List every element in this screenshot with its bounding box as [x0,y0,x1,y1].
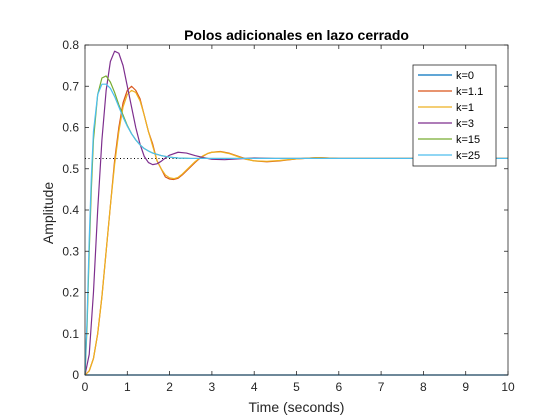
y-tick-label: 0 [72,368,79,382]
y-tick-label: 0.6 [62,121,79,135]
legend-entry-label: k=3 [456,118,474,130]
x-tick-label: 0 [82,380,89,394]
y-axis-ticks: 0 0.1 0.2 0.3 0.4 0.5 0.6 0.7 0.8 [62,38,508,382]
legend-box [412,64,497,167]
y-tick-label: 0.2 [62,286,79,300]
legend-entry-label: k=15 [456,134,480,146]
y-tick-label: 0.1 [62,327,79,341]
legend-entry-label: k=0 [456,70,474,82]
legend-entry-label: k=25 [456,150,480,162]
x-tick-label: 10 [501,380,515,394]
chart-title: Polos adicionales en lazo cerrado [184,27,409,43]
x-tick-label: 3 [209,380,216,394]
series-line-k-25 [84,83,508,376]
y-tick-label: 0.7 [62,79,79,93]
x-axis-label: Time (seconds) [249,399,345,415]
series-line-k-1 [84,89,508,376]
x-tick-label: 4 [251,380,258,394]
legend-entry-label: k=1.1 [456,86,483,98]
y-tick-label: 0.4 [62,203,79,217]
y-tick-label: 0.5 [62,162,79,176]
legend: k=0 k=1.1 k=1 k=3 k=15 k=25 [412,64,497,167]
x-tick-label: 9 [462,380,469,394]
x-tick-label: 8 [420,380,427,394]
y-axis-label: Amplitude [40,182,56,244]
y-tick-label: 0.3 [62,244,79,258]
x-tick-label: 6 [335,380,342,394]
x-axis-ticks: 0 1 2 3 4 5 6 7 8 9 10 [82,45,515,394]
x-tick-label: 7 [378,380,385,394]
y-tick-label: 0.8 [62,38,79,52]
series-layer [84,50,508,376]
x-tick-label: 5 [293,380,300,394]
x-tick-label: 2 [166,380,173,394]
x-tick-label: 1 [124,380,131,394]
legend-entry-label: k=1 [456,102,474,114]
